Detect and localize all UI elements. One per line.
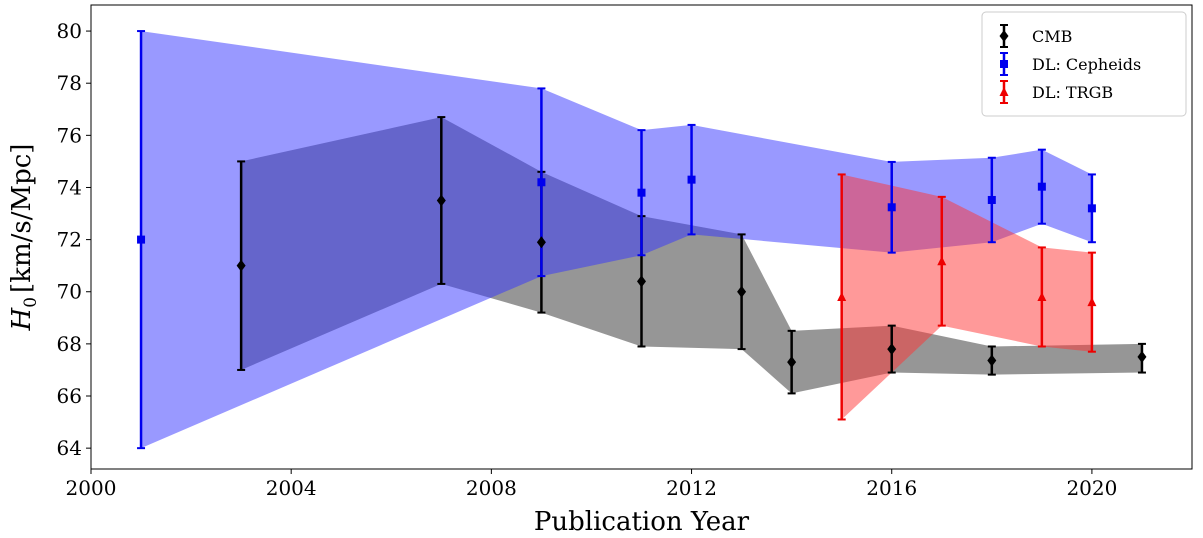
y-tick-label: 74 (57, 175, 82, 199)
legend-label: CMB (1032, 27, 1072, 46)
x-tick-label: 2000 (66, 476, 117, 500)
y-axis-label: H0 [km/s/Mpc] (7, 144, 41, 332)
x-tick-label: 2004 (266, 476, 317, 500)
point-cmb (236, 259, 246, 272)
x-axis: 2000 2004 2008 2012 2016 2020 (66, 469, 1117, 500)
band-dl-trgb (841, 174, 1092, 420)
y-tick-label: 66 (57, 384, 82, 408)
plot-frame (90, 4, 1193, 470)
uncertainty-bands (141, 31, 1142, 449)
point-dl-cepheids (887, 203, 896, 212)
x-axis-label: Publication Year (534, 507, 750, 537)
y-axis-label-symbol: H (7, 306, 37, 331)
point-dl-cepheids (987, 195, 996, 204)
point-dl-trgb (1087, 297, 1097, 307)
point-cmb (536, 236, 546, 249)
y-tick-label: 70 (57, 280, 82, 304)
point-cmb (887, 343, 897, 356)
legend-label: DL: TRGB (1032, 83, 1113, 102)
legend-marker (999, 30, 1009, 42)
point-cmb (637, 275, 646, 288)
legend-entry: CMB (999, 24, 1072, 48)
point-dl-cepheids (637, 188, 646, 197)
x-tick-label: 2012 (666, 476, 717, 500)
y-tick-label: 64 (57, 436, 82, 460)
point-cmb (987, 354, 997, 367)
legend-box (981, 11, 1187, 117)
y-tick-label: 72 (57, 228, 82, 252)
legend-entry: DL: TRGB (999, 80, 1113, 104)
point-cmb (1137, 350, 1147, 363)
y-tick-label: 78 (57, 71, 82, 95)
y-tick-label: 80 (57, 19, 82, 43)
legend: CMB DL: Cepheids DL: TRGB (981, 11, 1187, 117)
point-dl-trgb (837, 291, 847, 301)
point-cmb (436, 194, 446, 207)
x-tick-label: 2008 (466, 476, 517, 500)
y-axis-label-subscript: 0 (21, 297, 41, 308)
legend-marker (1000, 60, 1008, 68)
legend-label: DL: Cepheids (1032, 55, 1141, 74)
point-dl-cepheids (537, 178, 546, 187)
point-cmb (787, 356, 797, 369)
y-tick-label: 76 (57, 123, 82, 147)
point-dl-trgb (937, 256, 947, 266)
legend-marker (999, 87, 1009, 96)
point-dl-cepheids (687, 175, 696, 184)
point-dl-cepheids (1087, 204, 1096, 213)
y-tick-label: 68 (57, 332, 82, 356)
point-dl-cepheids (1037, 182, 1046, 191)
y-axis: 64 66 68 70 72 74 76 78 80 (57, 19, 91, 460)
point-dl-trgb (1037, 291, 1047, 301)
x-tick-label: 2016 (866, 476, 917, 500)
legend-entry: DL: Cepheids (1000, 52, 1141, 76)
band-dl-cepheids (141, 31, 1092, 449)
y-axis-label-units: [km/s/Mpc] (7, 144, 37, 293)
x-tick-label: 2020 (1066, 476, 1117, 500)
point-cmb (737, 285, 747, 298)
data-markers (137, 175, 1147, 369)
point-dl-cepheids (137, 235, 146, 244)
